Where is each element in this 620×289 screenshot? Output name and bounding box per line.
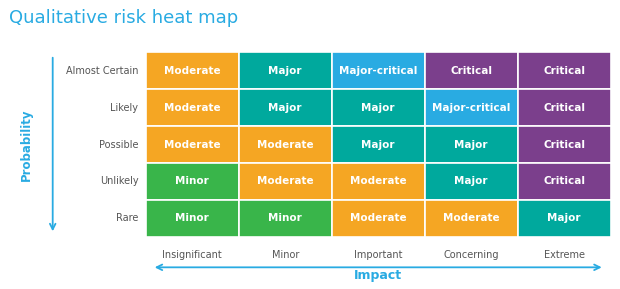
- Bar: [425, 200, 518, 237]
- Text: Critical: Critical: [543, 103, 585, 112]
- Text: Qualitative risk heat map: Qualitative risk heat map: [9, 9, 239, 27]
- Text: Critical: Critical: [543, 140, 585, 149]
- Text: Minor: Minor: [268, 214, 302, 223]
- Text: Critical: Critical: [543, 66, 585, 75]
- Bar: [146, 126, 239, 163]
- Text: Major: Major: [361, 140, 395, 149]
- Bar: [239, 52, 332, 89]
- Bar: [425, 126, 518, 163]
- Bar: [146, 163, 239, 200]
- Text: Moderate: Moderate: [350, 214, 407, 223]
- Text: Moderate: Moderate: [257, 140, 314, 149]
- Text: Major: Major: [361, 103, 395, 112]
- Text: Moderate: Moderate: [443, 214, 500, 223]
- Text: Moderate: Moderate: [164, 103, 221, 112]
- Bar: [518, 89, 611, 126]
- Text: Almost Certain: Almost Certain: [66, 66, 138, 75]
- Text: Likely: Likely: [110, 103, 138, 112]
- Text: Unlikely: Unlikely: [100, 177, 138, 186]
- Bar: [146, 89, 239, 126]
- Bar: [425, 89, 518, 126]
- Text: Major: Major: [454, 140, 488, 149]
- Text: Moderate: Moderate: [164, 66, 221, 75]
- Text: Insignificant: Insignificant: [162, 250, 222, 260]
- Text: Concerning: Concerning: [443, 250, 499, 260]
- Text: Minor: Minor: [175, 177, 209, 186]
- Text: Possible: Possible: [99, 140, 138, 149]
- Text: Major: Major: [454, 177, 488, 186]
- Text: Important: Important: [354, 250, 402, 260]
- Bar: [146, 52, 239, 89]
- Text: Moderate: Moderate: [350, 177, 407, 186]
- Text: Major-critical: Major-critical: [339, 66, 417, 75]
- Bar: [518, 200, 611, 237]
- Bar: [425, 163, 518, 200]
- Bar: [332, 89, 425, 126]
- Text: Minor: Minor: [175, 214, 209, 223]
- Bar: [239, 89, 332, 126]
- Text: Moderate: Moderate: [164, 140, 221, 149]
- Bar: [332, 163, 425, 200]
- Bar: [146, 200, 239, 237]
- Bar: [239, 163, 332, 200]
- Bar: [239, 200, 332, 237]
- Bar: [332, 200, 425, 237]
- Text: Probability: Probability: [20, 108, 32, 181]
- Text: Major: Major: [268, 66, 302, 75]
- Text: Moderate: Moderate: [257, 177, 314, 186]
- Text: Major: Major: [268, 103, 302, 112]
- Bar: [425, 52, 518, 89]
- Text: Major-critical: Major-critical: [432, 103, 510, 112]
- Text: Rare: Rare: [116, 214, 138, 223]
- Bar: [518, 126, 611, 163]
- Bar: [239, 126, 332, 163]
- Text: Critical: Critical: [543, 177, 585, 186]
- Text: Impact: Impact: [354, 270, 402, 282]
- Bar: [518, 52, 611, 89]
- Text: Major: Major: [547, 214, 581, 223]
- Bar: [518, 163, 611, 200]
- Bar: [332, 52, 425, 89]
- Text: Extreme: Extreme: [544, 250, 585, 260]
- Text: Critical: Critical: [450, 66, 492, 75]
- Bar: [332, 126, 425, 163]
- Text: Minor: Minor: [272, 250, 299, 260]
